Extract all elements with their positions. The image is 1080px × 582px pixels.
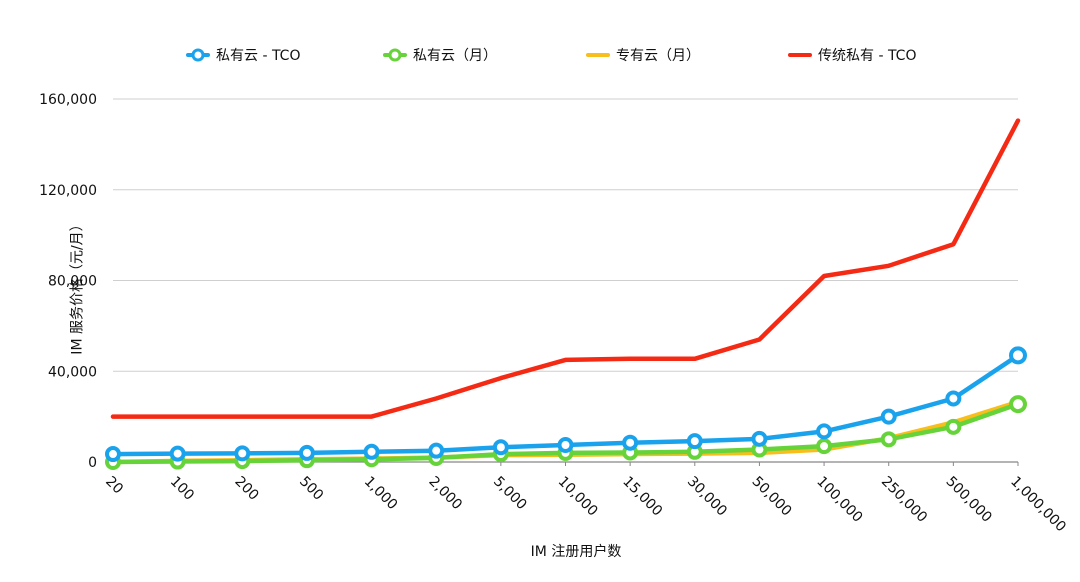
data-point-0 — [880, 408, 897, 425]
data-point-0 — [686, 433, 703, 450]
data-point-0 — [945, 390, 962, 407]
legend-label: 传统私有 - TCO — [818, 48, 917, 64]
data-point-0 — [363, 443, 380, 460]
x-tick-label: 20 — [102, 474, 126, 498]
series-lines — [110, 118, 1021, 465]
x-tick-label: 250,000 — [878, 474, 930, 526]
data-point-1 — [945, 418, 962, 435]
data-point-1 — [816, 438, 833, 455]
x-tick-label: 50,000 — [749, 474, 795, 520]
legend-swatch — [186, 48, 210, 62]
y-tick-label: 120,000 — [39, 183, 97, 199]
data-point-0 — [298, 444, 315, 461]
x-tick-label: 100,000 — [813, 474, 865, 526]
legend-item: 私有云 - TCO — [186, 44, 300, 66]
legend-label: 私有云（月） — [413, 48, 497, 64]
data-point-0 — [234, 445, 251, 462]
y-axis-ticks: 0 40,000 80,000 120,000 160,000 — [39, 92, 97, 471]
series-markers — [105, 346, 1027, 470]
x-tick-label: 500,000 — [943, 474, 995, 526]
data-point-0 — [428, 442, 445, 459]
x-tick-label: 30,000 — [684, 474, 730, 520]
y-tick-label: 160,000 — [39, 92, 97, 108]
x-axis-title: IM 注册用户数 — [530, 544, 622, 560]
legend-item: 私有云（月） — [383, 44, 497, 66]
legend-label: 专有云（月） — [616, 48, 700, 64]
x-tick-label: 500 — [296, 474, 326, 504]
legend-item: 传统私有 - TCO — [788, 44, 916, 66]
data-point-0 — [816, 423, 833, 440]
data-point-0 — [169, 445, 186, 462]
legend-label: 私有云 - TCO — [216, 48, 301, 64]
y-tick-label: 0 — [88, 455, 97, 471]
y-axis-title: IM 服务价格（元/月） — [69, 217, 86, 355]
data-point-0 — [557, 436, 574, 453]
legend: 私有云 - TCO 私有云（月） 专有云（月） 传统私有 - TCO — [0, 44, 1080, 66]
data-point-0 — [622, 434, 639, 451]
x-tick-label: 200 — [231, 474, 261, 504]
y-tick-label: 40,000 — [48, 364, 97, 380]
data-point-0 — [751, 430, 768, 447]
data-point-1 — [880, 431, 897, 448]
x-tick-label: 15,000 — [619, 474, 665, 520]
legend-item: 专有云（月） — [586, 44, 700, 66]
data-point-0 — [105, 446, 121, 463]
x-tick-label: 10,000 — [555, 474, 601, 520]
x-tick-label: 100 — [167, 474, 197, 504]
data-point-0 — [1009, 346, 1027, 365]
legend-swatch — [788, 53, 812, 57]
x-axis-ticks: 20 100 200 500 1,000 2,000 5,000 10,000 15,000 30… — [102, 462, 1069, 535]
y-tick-label: 80,000 — [48, 274, 97, 290]
grid-lines — [113, 98, 1018, 463]
legend-swatch — [383, 48, 407, 62]
data-point-0 — [492, 439, 509, 456]
x-tick-label: 5,000 — [490, 474, 530, 514]
legend-swatch — [586, 53, 610, 57]
x-tick-label: 1,000,000 — [1007, 474, 1069, 536]
series-line-3 — [110, 118, 1021, 419]
x-tick-label: 1,000 — [361, 474, 401, 514]
x-tick-label: 2,000 — [425, 474, 465, 514]
data-point-1 — [1009, 395, 1027, 414]
